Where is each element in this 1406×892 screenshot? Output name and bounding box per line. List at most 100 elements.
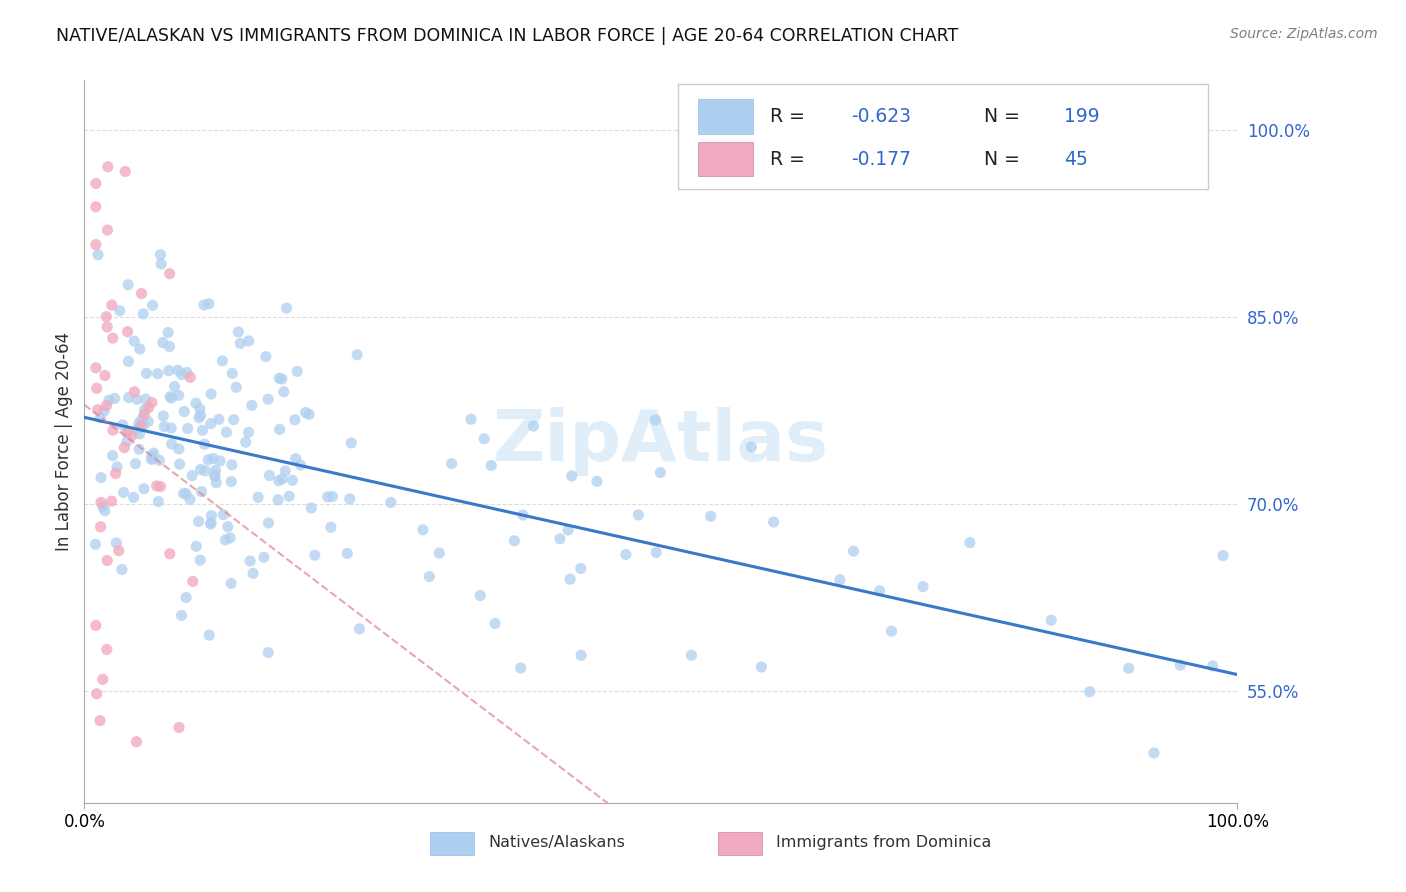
FancyBboxPatch shape	[697, 142, 754, 177]
Point	[240, 398, 263, 412]
Point	[90, 520, 112, 534]
Point	[132, 482, 155, 496]
Point	[169, 457, 191, 471]
Point	[253, 550, 276, 565]
Point	[87, 402, 110, 417]
Point	[170, 608, 193, 623]
Point	[1118, 661, 1140, 675]
Point	[222, 413, 245, 427]
Point	[560, 572, 582, 586]
Point	[336, 546, 359, 560]
Point	[159, 267, 181, 281]
Point	[150, 257, 173, 271]
FancyBboxPatch shape	[697, 99, 754, 134]
Point	[204, 463, 226, 477]
Point	[229, 336, 252, 351]
Point	[160, 421, 183, 435]
Point	[97, 160, 120, 174]
Point	[142, 446, 165, 460]
Point	[122, 491, 145, 505]
Point	[117, 325, 139, 339]
Point	[340, 436, 363, 450]
Point	[751, 660, 773, 674]
Point	[212, 508, 235, 522]
Point	[105, 460, 128, 475]
Point	[132, 417, 155, 432]
Text: -0.623: -0.623	[851, 107, 911, 126]
Point	[627, 508, 650, 522]
Point	[184, 396, 207, 410]
Point	[211, 354, 233, 368]
Point	[90, 495, 112, 509]
Point	[569, 561, 592, 575]
Point	[274, 464, 297, 478]
Point	[84, 237, 107, 252]
Point	[276, 301, 298, 316]
Point	[215, 425, 238, 440]
Point	[90, 470, 112, 484]
Point	[188, 553, 211, 567]
Point	[204, 468, 226, 483]
Point	[157, 364, 180, 378]
Point	[84, 537, 107, 551]
FancyBboxPatch shape	[430, 831, 474, 855]
Text: 45: 45	[1064, 150, 1088, 169]
Point	[174, 591, 197, 605]
Point	[163, 379, 186, 393]
FancyBboxPatch shape	[678, 84, 1209, 189]
Point	[557, 523, 579, 537]
Point	[880, 624, 903, 639]
Point	[107, 543, 129, 558]
Point	[299, 500, 322, 515]
Point	[586, 475, 609, 489]
Point	[87, 248, 110, 262]
Point	[187, 515, 209, 529]
Point	[157, 326, 180, 340]
Point	[141, 449, 163, 463]
Text: -0.177: -0.177	[851, 150, 911, 169]
Point	[219, 576, 242, 591]
Point	[153, 419, 176, 434]
Point	[1040, 613, 1063, 627]
Point	[204, 469, 226, 483]
Point	[1168, 658, 1191, 673]
Point	[214, 533, 236, 547]
Point	[115, 425, 138, 440]
Point	[200, 508, 222, 523]
Point	[645, 545, 668, 559]
Point	[159, 390, 181, 404]
Point	[89, 714, 111, 728]
Point	[174, 486, 197, 500]
Point	[105, 536, 128, 550]
Point	[270, 372, 292, 386]
Point	[319, 520, 342, 534]
Point	[141, 395, 163, 409]
Point	[89, 410, 111, 425]
Point	[959, 535, 981, 549]
Point	[548, 532, 571, 546]
Point	[238, 334, 260, 348]
Point	[1212, 549, 1234, 563]
Point	[91, 500, 114, 514]
Point	[181, 574, 204, 589]
Point	[122, 334, 145, 348]
Point	[93, 404, 115, 418]
Point	[125, 392, 148, 407]
Text: R =: R =	[770, 150, 811, 169]
Point	[167, 720, 190, 734]
Point	[209, 454, 232, 468]
Point	[472, 432, 495, 446]
Point	[202, 451, 225, 466]
FancyBboxPatch shape	[718, 831, 762, 855]
Point	[101, 423, 124, 437]
Point	[84, 200, 107, 214]
Point	[96, 320, 118, 334]
Point	[96, 642, 118, 657]
Point	[111, 417, 134, 432]
Point	[1201, 659, 1223, 673]
Point	[112, 485, 135, 500]
Point	[101, 331, 124, 345]
Text: N =: N =	[984, 107, 1025, 126]
Point	[298, 408, 321, 422]
Point	[470, 589, 492, 603]
